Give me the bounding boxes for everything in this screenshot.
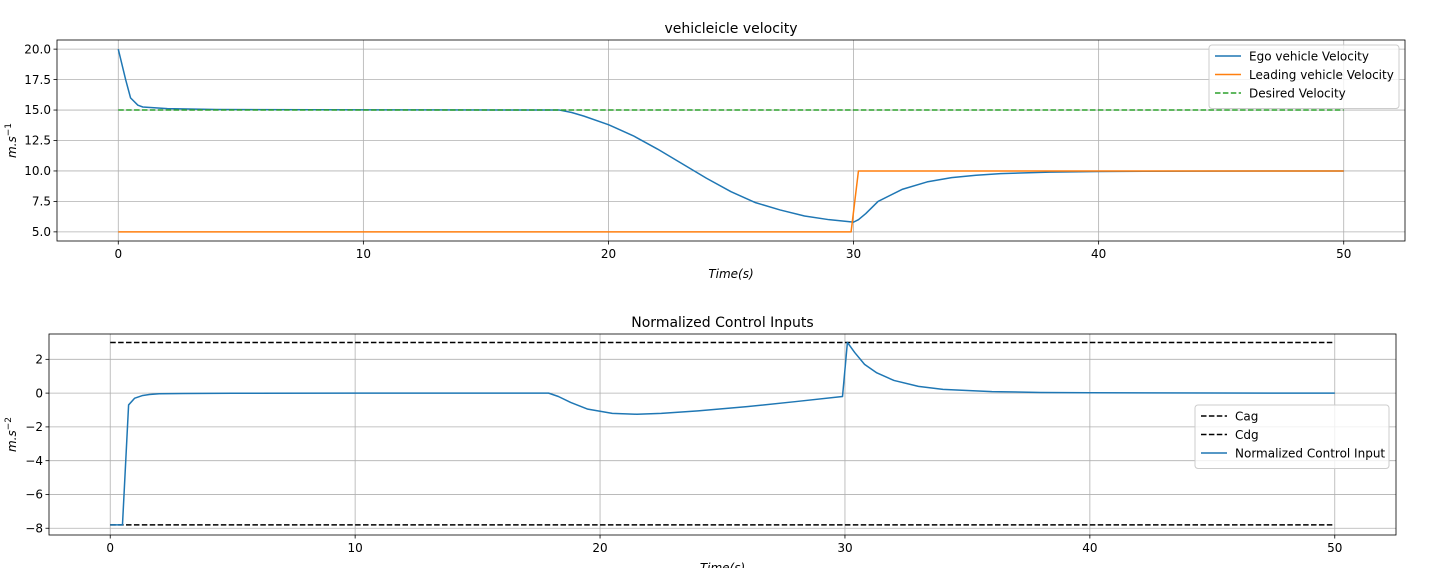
x-tick-label: 10 — [347, 541, 362, 555]
legend-frame — [1208, 44, 1400, 109]
x-tick-label: 30 — [837, 541, 852, 555]
series-line-normalized-control-input — [110, 341, 1335, 526]
chart-2: 0 10 20 30 40 50 −8 −6 −4 −2 0 2 Normalized Control … — [4, 315, 1397, 568]
legend-label: Desired Velocity — [1249, 86, 1346, 100]
legend-label: Cag — [1235, 409, 1258, 423]
chart-title: Normalized Control Inputs — [631, 315, 813, 331]
x-axis-label: Time(s) — [708, 267, 753, 281]
y-tick-label: 20.0 — [24, 42, 51, 56]
y-tick-label: 0 — [35, 386, 43, 400]
y-axis-label-exponent: −1 — [4, 123, 14, 136]
x-tick-label: 10 — [356, 247, 371, 261]
x-tick-label: 50 — [1327, 541, 1342, 555]
legend-label: Leading vehicle Velocity — [1249, 68, 1394, 82]
y-tick-label: 10.0 — [24, 164, 51, 178]
series-line-ego-vehicle-velocity — [117, 48, 1344, 223]
y-tick-label: −4 — [25, 454, 43, 468]
y-tick-label: 12.5 — [24, 134, 51, 148]
y-axis-label-exponent: −2 — [4, 417, 14, 430]
chart-title: vehicleicle velocity — [664, 21, 797, 37]
x-tick-label: 30 — [846, 247, 861, 261]
y-tick-label: 17.5 — [24, 73, 51, 87]
legend-label: Ego vehicle Velocity — [1249, 49, 1369, 63]
series-line-leading-vehicle-velocity — [118, 170, 1344, 233]
y-axis-label-base: m.s — [5, 136, 19, 158]
y-tick-label: 5.0 — [32, 225, 51, 239]
legend: Cag Cdg Normalized Control Input — [1194, 404, 1390, 469]
legend-label: Normalized Control Input — [1235, 446, 1385, 460]
x-tick-label: 0 — [114, 247, 122, 261]
chart-1: 0 10 20 30 40 50 5.0 7.5 10.0 12.5 15.0 17.5 20.0 veh… — [4, 21, 1406, 281]
y-axis-label-base: m.s — [5, 430, 19, 452]
y-tick-label: −6 — [25, 488, 43, 502]
y-tick-label: 7.5 — [32, 195, 51, 209]
x-axis-label: Time(s) — [700, 561, 745, 568]
x-tick-label: 40 — [1091, 247, 1106, 261]
x-tick-label: 50 — [1336, 247, 1351, 261]
y-axis-label: m.s−1 — [4, 123, 19, 158]
x-tick-label: 20 — [592, 541, 607, 555]
axes-frame — [48, 333, 1397, 536]
y-tick-label: −2 — [25, 420, 43, 434]
x-tick-label: 0 — [106, 541, 114, 555]
legend: Ego vehicle Velocity Leading vehicle Velo… — [1208, 44, 1400, 109]
y-axis-label: m.s−2 — [4, 417, 19, 452]
x-tick-label: 40 — [1082, 541, 1097, 555]
legend-frame — [1194, 404, 1390, 469]
legend-label: Cdg — [1235, 428, 1259, 442]
y-tick-label: 15.0 — [24, 103, 51, 117]
y-tick-label: −8 — [25, 521, 43, 535]
y-tick-label: 2 — [35, 353, 43, 367]
x-tick-label: 20 — [601, 247, 616, 261]
